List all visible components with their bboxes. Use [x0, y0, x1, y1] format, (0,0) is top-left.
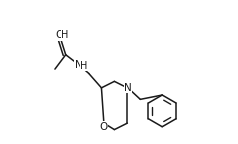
Text: H: H	[61, 30, 69, 40]
Text: N: N	[124, 83, 132, 93]
Text: N: N	[74, 59, 82, 70]
Text: H: H	[80, 61, 88, 71]
Text: O: O	[55, 30, 64, 40]
Text: O: O	[99, 122, 108, 132]
